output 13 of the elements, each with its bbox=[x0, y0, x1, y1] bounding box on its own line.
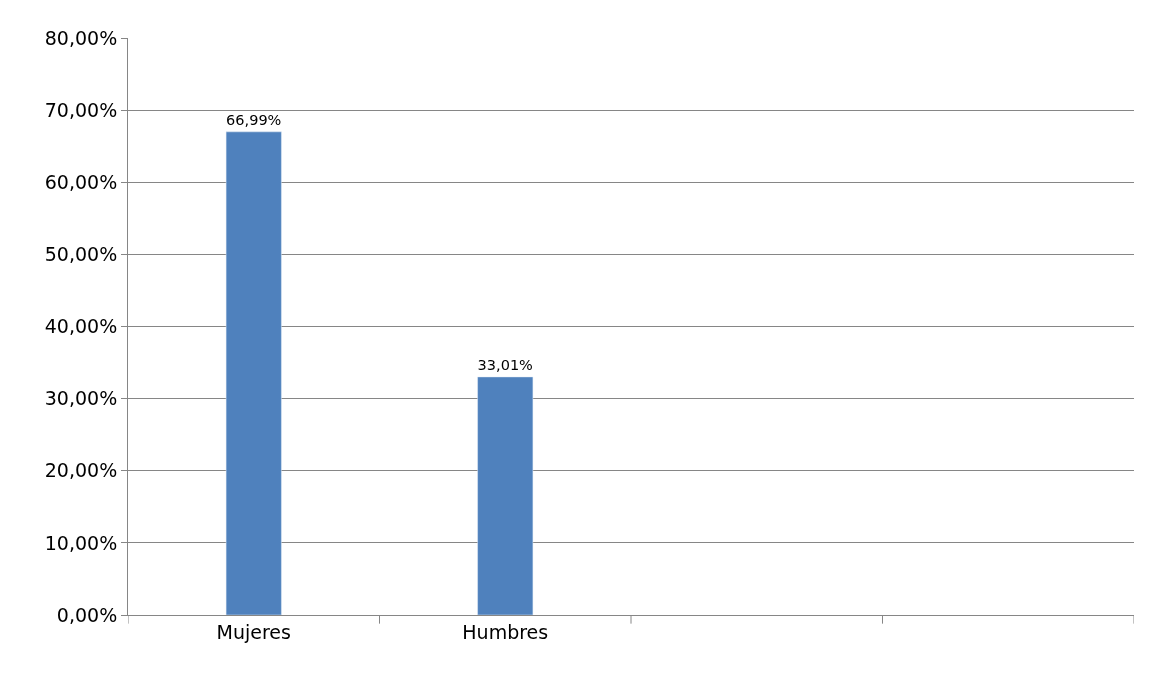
y-tick-label: 40,00% bbox=[44, 315, 118, 338]
y-tick-label: 60,00% bbox=[44, 170, 118, 193]
y-tick-label: 10,00% bbox=[44, 531, 118, 554]
x-tick-label: Mujeres bbox=[216, 620, 291, 643]
y-tick-label: 30,00% bbox=[44, 387, 118, 410]
y-tick-label: 50,00% bbox=[44, 243, 118, 266]
y-tick-label: 20,00% bbox=[44, 459, 118, 482]
y-tick-label: 0,00% bbox=[56, 603, 118, 626]
data-label: 66,99% bbox=[226, 112, 282, 129]
data-label: 33,01% bbox=[477, 357, 533, 374]
y-tick-label: 70,00% bbox=[44, 98, 118, 121]
y-tick-label: 80,00% bbox=[44, 26, 118, 49]
x-tick-label: Humbres bbox=[462, 620, 549, 643]
